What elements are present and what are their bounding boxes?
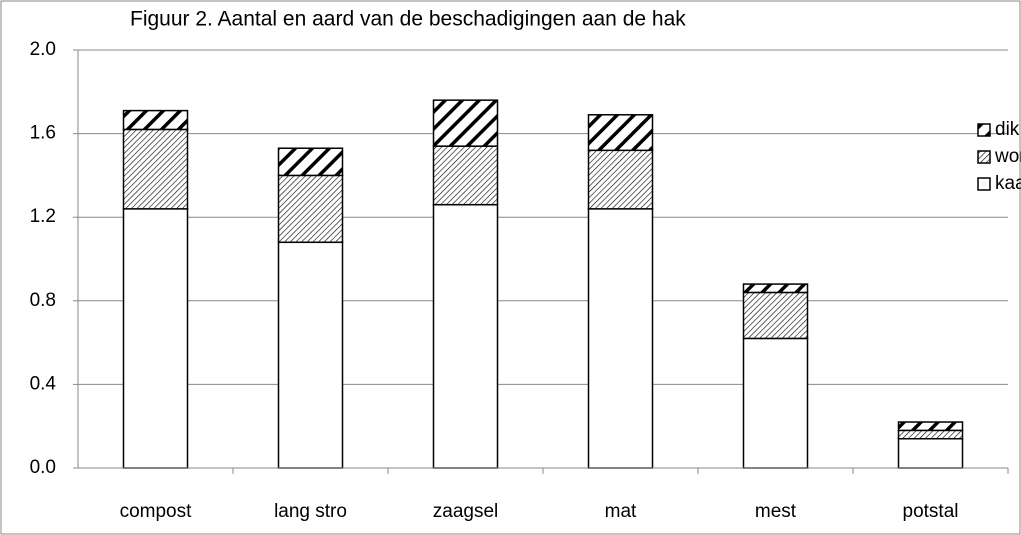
bar-segment <box>897 429 964 440</box>
y-tick-label: 1.2 <box>30 206 56 227</box>
bar-segment <box>897 437 964 469</box>
x-tick-label: zaagsel <box>433 501 499 522</box>
x-tick-label: potstal <box>903 501 959 522</box>
bar-segment <box>587 208 654 469</box>
bar-segment <box>587 149 654 210</box>
bar-segment <box>122 109 189 131</box>
bar-segment <box>432 145 499 206</box>
y-tick-label: 0.4 <box>30 373 57 394</box>
legend-label: dik <box>995 119 1020 140</box>
legend-swatch <box>977 123 991 137</box>
bar-segment <box>587 114 654 152</box>
bar-segment <box>122 128 189 210</box>
bar-segment <box>897 421 964 432</box>
legend-swatch <box>977 150 991 164</box>
bar-segment <box>277 147 344 177</box>
bar-segment <box>432 99 499 147</box>
x-tick-label: compost <box>120 501 193 522</box>
bar-segment <box>742 291 809 340</box>
bar-segment <box>277 241 344 469</box>
legend-label: kaal <box>995 173 1021 194</box>
legend-label: wond <box>994 146 1021 167</box>
legend-swatch <box>977 177 991 191</box>
bar-segment <box>122 208 189 469</box>
x-tick-label: mat <box>605 501 637 522</box>
y-tick-label: 2.0 <box>30 39 56 60</box>
x-tick-label: lang stro <box>274 501 347 522</box>
y-tick-label: 0.8 <box>30 290 56 311</box>
y-tick-label: 1.6 <box>30 123 56 144</box>
y-tick-label: 0.0 <box>30 457 56 478</box>
chart-title: Figuur 2. Aantal en aard van de beschadi… <box>130 8 686 31</box>
bar-segment <box>742 283 809 294</box>
bar-segment <box>432 203 499 469</box>
x-tick-label: mest <box>755 501 797 522</box>
bar-segment <box>742 337 809 469</box>
bar-segment <box>277 174 344 244</box>
